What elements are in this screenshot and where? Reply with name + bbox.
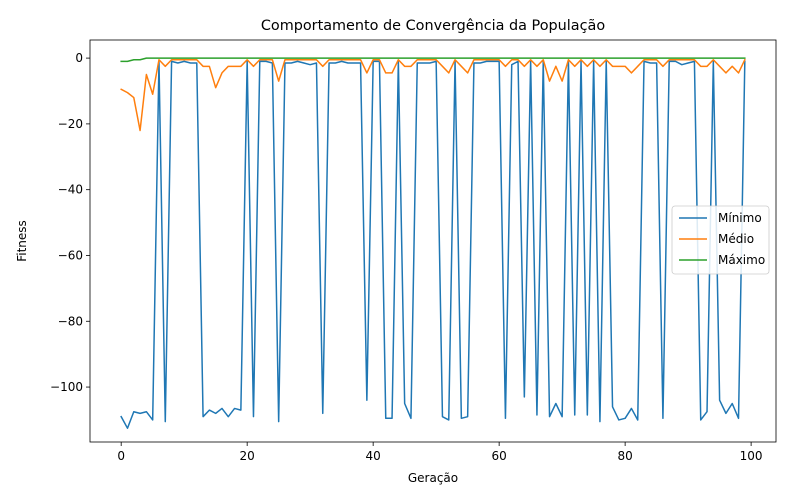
- chart-title: Comportamento de Convergência da Populaç…: [261, 18, 605, 34]
- legend-label-minimo: Mínimo: [718, 211, 762, 225]
- x-tick-label: 0: [117, 449, 125, 463]
- y-tick-label: −20: [58, 117, 83, 131]
- series-line-maximo: [120, 57, 746, 63]
- y-tick-label: −60: [58, 248, 83, 262]
- y-axis-label: Fitness: [15, 220, 29, 262]
- y-tick-label: −80: [58, 314, 83, 328]
- x-tick-label: 40: [366, 449, 381, 463]
- x-tick-label: 80: [617, 449, 632, 463]
- legend-label-medio: Médio: [718, 232, 754, 246]
- legend-box: [671, 205, 770, 275]
- y-axis-ticks: 0 −20 −40 −60 −80 −100: [50, 51, 90, 394]
- x-tick-label: 60: [492, 449, 507, 463]
- y-tick-label: −100: [50, 380, 83, 394]
- series-layer: [120, 57, 746, 429]
- y-tick-label: 0: [75, 51, 83, 65]
- series-line-medio: [120, 58, 746, 132]
- x-axis-ticks: 0 20 40 60 80 100: [117, 442, 763, 463]
- legend-label-maximo: Máximo: [718, 253, 765, 267]
- x-axis-label: Geração: [408, 471, 458, 485]
- series-line-minimo: [120, 60, 746, 429]
- legend: Mínimo Médio Máximo: [671, 205, 770, 275]
- y-tick-label: −40: [58, 183, 83, 197]
- x-tick-label: 100: [740, 449, 763, 463]
- plot-frame: [89, 39, 777, 443]
- x-tick-label: 20: [240, 449, 255, 463]
